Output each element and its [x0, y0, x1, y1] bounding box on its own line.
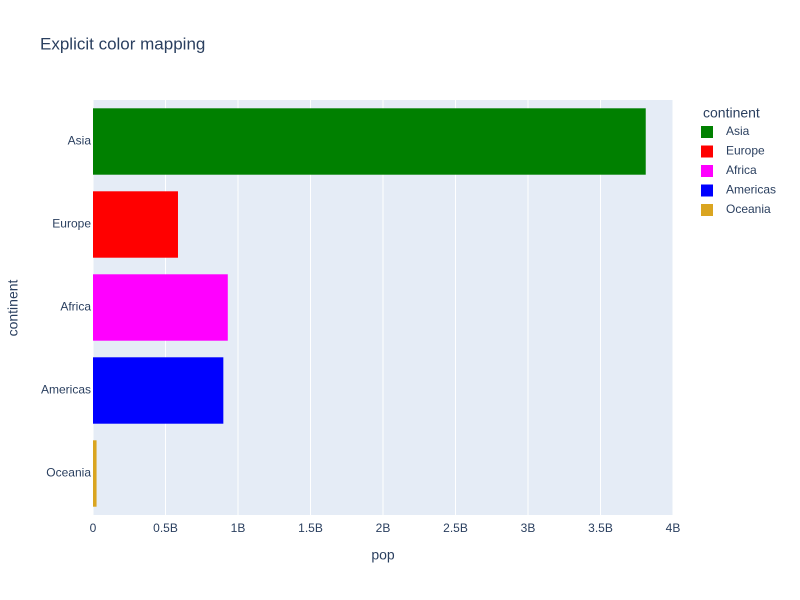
legend-label: Americas [726, 183, 776, 197]
x-tick-label: 2.5B [443, 521, 468, 535]
bar [93, 274, 228, 341]
legend-label: Oceania [726, 202, 771, 216]
x-tick-label: 4B [666, 521, 681, 535]
legend-title: continent [703, 105, 760, 121]
bar [93, 108, 646, 175]
y-tick-label: Asia [68, 134, 92, 148]
x-tick-label: 3.5B [588, 521, 613, 535]
x-tick-label: 3B [521, 521, 536, 535]
legend-label: Asia [726, 124, 750, 138]
y-tick-label: Africa [60, 300, 91, 314]
legend-swatch [701, 126, 713, 138]
x-axis-title: pop [371, 547, 395, 563]
legend-swatch [701, 145, 713, 158]
legend-swatch [701, 165, 713, 177]
bar [93, 440, 97, 507]
y-tick-label: Americas [41, 383, 91, 397]
chart-title: Explicit color mapping [40, 34, 205, 53]
y-axis-title: continent [5, 279, 21, 336]
y-tick-label: Oceania [46, 466, 91, 480]
x-tick-label: 1.5B [298, 521, 323, 535]
legend-label: Africa [726, 163, 757, 177]
y-tick-label: Europe [52, 217, 91, 231]
bar [93, 357, 224, 424]
bar [93, 191, 178, 258]
x-tick-label: 0 [90, 521, 97, 535]
legend-label: Europe [726, 144, 765, 158]
legend-swatch [701, 184, 713, 197]
x-tick-label: 2B [376, 521, 391, 535]
legend-swatch [701, 204, 713, 216]
x-tick-label: 0.5B [153, 521, 178, 535]
x-tick-label: 1B [231, 521, 246, 535]
